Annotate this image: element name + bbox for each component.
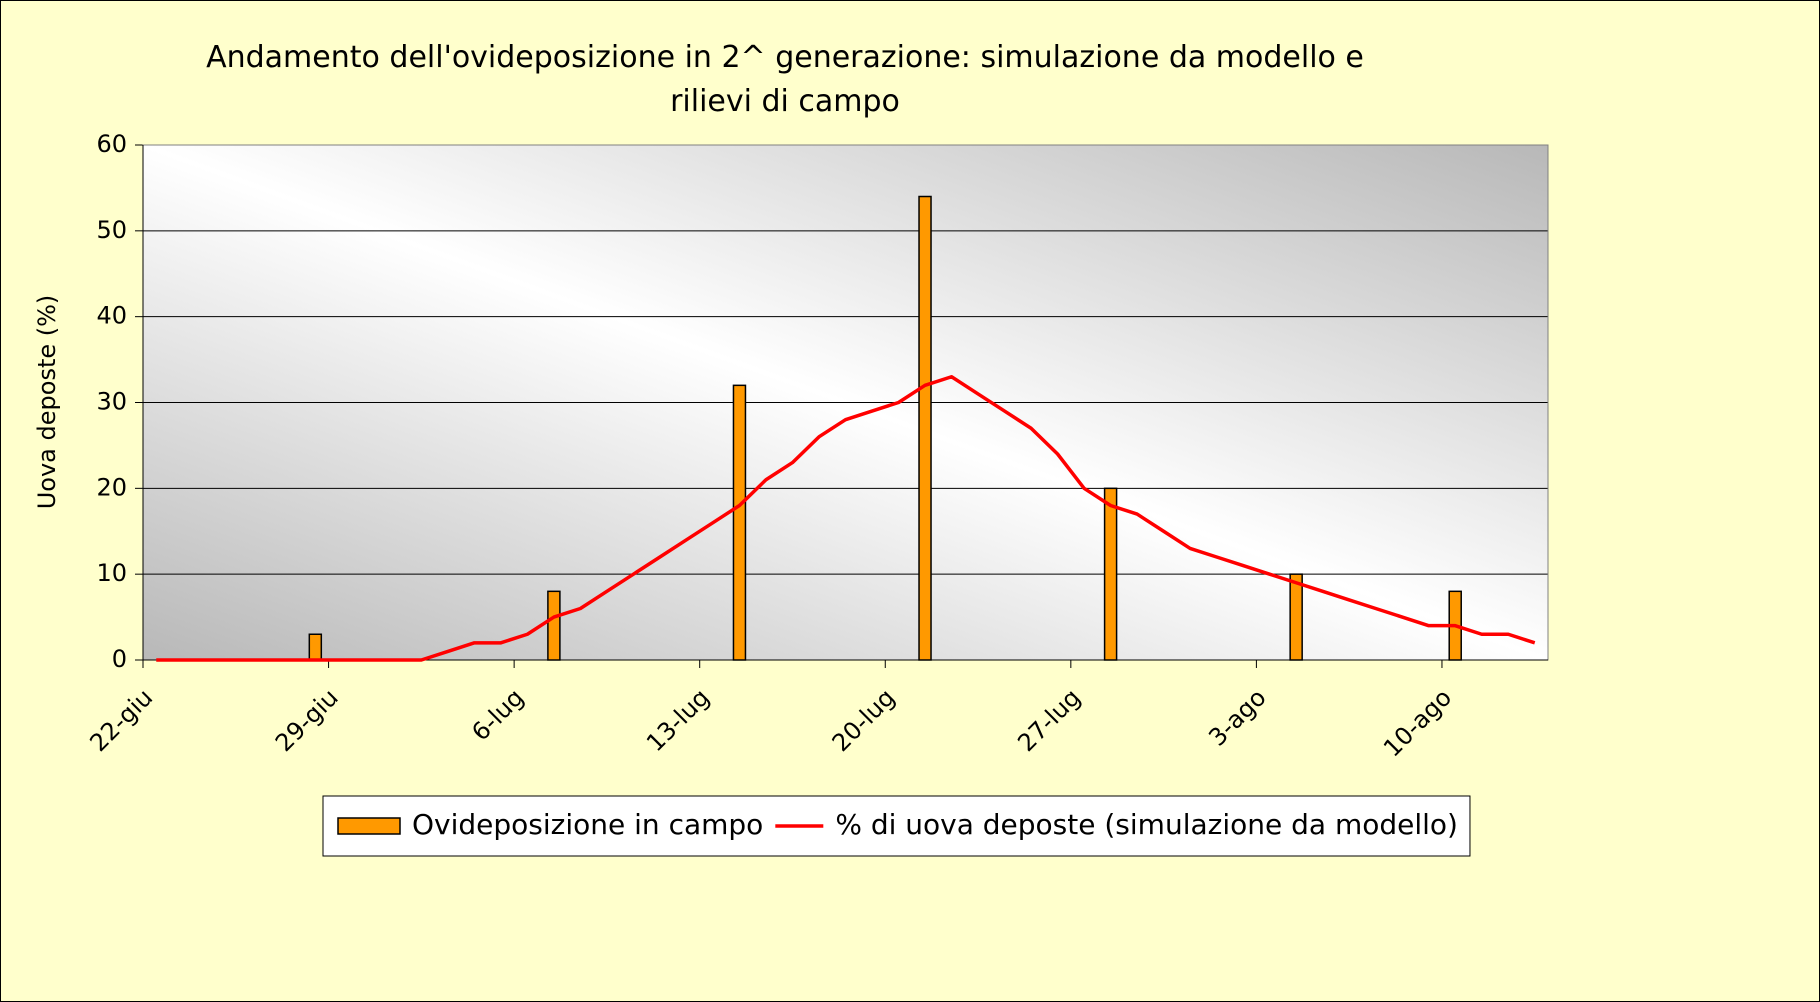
x-tick-label: 6-lug	[466, 683, 529, 746]
y-tick-label: 10	[96, 559, 127, 587]
x-tick-label: 20-lug	[827, 683, 901, 757]
y-tick-label: 30	[96, 388, 127, 416]
bar	[547, 590, 561, 661]
x-tick-label: 29-giu	[270, 683, 344, 757]
legend-swatch	[337, 817, 401, 835]
bar	[308, 633, 323, 661]
x-tick-label: 10-ago	[1378, 683, 1457, 762]
bar	[732, 384, 747, 661]
y-tick-label: 50	[96, 216, 127, 244]
line	[156, 375, 1536, 662]
legend-label: % di uova deposte (simulazione da modell…	[835, 808, 1458, 841]
bar	[1289, 573, 1303, 661]
bar	[918, 195, 932, 661]
y-tick-label: 0	[112, 645, 127, 673]
y-tick-label: 60	[96, 130, 127, 158]
legend-label: Ovideposizione in campo	[412, 808, 763, 841]
y-tick-label: 40	[96, 302, 127, 330]
legend	[322, 795, 1471, 857]
x-tick-label: 22-giu	[84, 683, 158, 757]
x-tick-label: 27-lug	[1012, 683, 1086, 757]
x-tick-label: 3-ago	[1203, 683, 1271, 751]
bar	[1103, 487, 1118, 661]
chart-title: Andamento dell'ovideposizione in 2^ gene…	[206, 40, 1364, 119]
y-tick-label: 20	[96, 473, 127, 501]
x-tick-label: 13-lug	[641, 683, 715, 757]
y-axis-label: Uova deposte (%)	[33, 295, 61, 510]
